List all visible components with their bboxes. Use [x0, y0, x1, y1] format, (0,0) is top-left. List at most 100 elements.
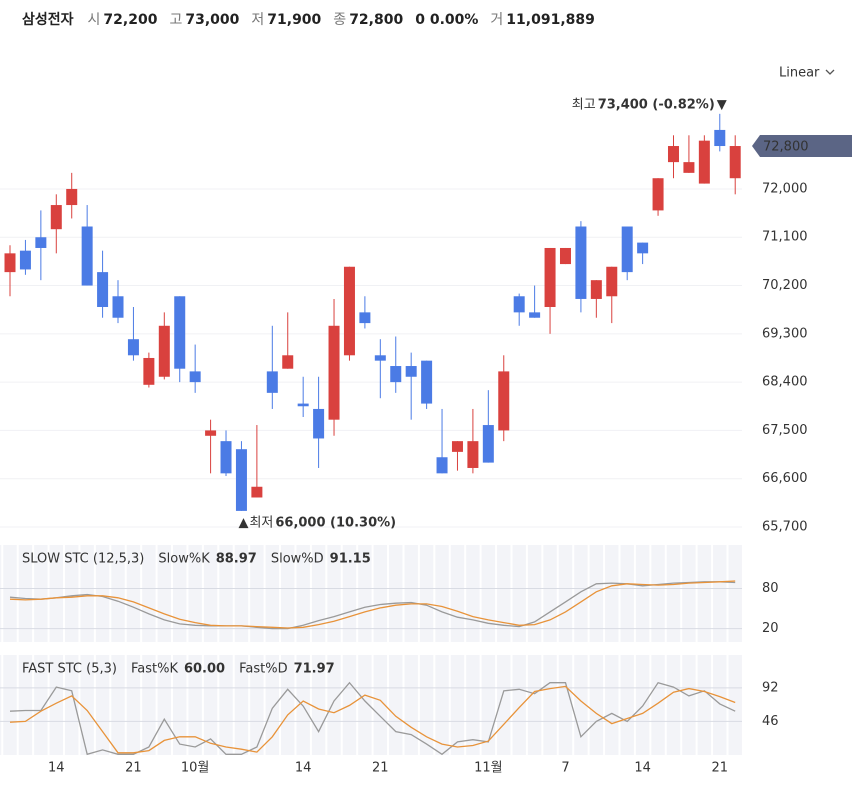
candle-body [529, 312, 541, 318]
legend-name: Fast%K [131, 662, 178, 677]
candle-body [575, 226, 587, 299]
candle-body [359, 312, 371, 324]
candle-body [652, 178, 664, 211]
legend-name: Fast%D [239, 662, 287, 677]
candle-body [513, 296, 525, 313]
y-tick-label: 69,300 [762, 326, 808, 341]
candle-body [390, 366, 402, 383]
y-tick-label: 70,200 [762, 278, 808, 293]
x-tick-label: 14 [295, 761, 312, 776]
candle-body [606, 266, 618, 297]
low-label: 최저 [249, 515, 273, 530]
candle-body [282, 355, 294, 369]
candle-body [698, 140, 710, 184]
quote-value: 72,800 [349, 12, 404, 28]
dropdown-icon[interactable] [825, 69, 835, 75]
legend-value: 71.97 [294, 662, 335, 677]
y-tick-label: 80 [762, 581, 779, 596]
candle-body [374, 355, 386, 361]
low-marker: ▲ [238, 515, 248, 530]
high-label: 최고 [572, 97, 596, 112]
y-tick-label: 71,100 [762, 230, 808, 245]
y-tick-label: 65,700 [762, 520, 808, 535]
candle-body [158, 325, 170, 377]
candle-body [251, 486, 263, 498]
candle-body [621, 226, 633, 273]
y-tick-label: 72,000 [762, 181, 808, 196]
y-tick-label: 66,600 [762, 471, 808, 486]
y-tick-label: 92 [762, 680, 779, 695]
candle-body [235, 449, 247, 511]
candle-body [667, 146, 679, 163]
y-tick-label: 20 [762, 621, 779, 636]
indicator-line [9, 580, 736, 629]
x-tick-label: 7 [561, 761, 569, 776]
candle-body [729, 146, 741, 179]
candle-body [498, 371, 510, 431]
candle-body [313, 408, 325, 439]
legend-name: Slow%D [271, 552, 324, 567]
candle-body [220, 441, 232, 474]
quote-item: 0 0.00% [415, 12, 478, 28]
candle-body [590, 280, 602, 299]
x-tick-label: 21 [125, 761, 142, 776]
candle-body [421, 360, 433, 404]
quote-label: 고 [169, 12, 183, 28]
y-tick-label: 67,500 [762, 423, 808, 438]
quote-item: 저 71,900 [251, 12, 321, 28]
candle-body [637, 242, 649, 254]
candle-body [714, 129, 726, 147]
quote-item: 종 72,800 [333, 12, 403, 28]
legend-value: 60.00 [184, 662, 225, 677]
candle-body [81, 226, 93, 286]
candle-body [97, 272, 109, 307]
scale-selector[interactable]: Linear [779, 66, 820, 81]
candle-body [205, 430, 217, 436]
candle-body [297, 403, 309, 407]
last-price-label: 72,800 [763, 140, 809, 155]
quote-value: 73,000 [185, 12, 240, 28]
candle-body [66, 188, 78, 206]
candle-body [467, 441, 479, 468]
x-tick-label: 14 [634, 761, 651, 776]
quote-label: 시 [87, 12, 101, 28]
indicator-title: SLOW STC (12,5,3) [22, 552, 144, 567]
candle-body [343, 266, 355, 356]
legend-value: 88.97 [216, 552, 257, 567]
candle-body [451, 441, 463, 452]
candle-body [35, 237, 47, 248]
candle-body [189, 371, 201, 383]
quote-item: 거 11,091,889 [490, 12, 594, 28]
candle-body [559, 247, 571, 265]
indicator-line [9, 581, 736, 630]
quote-value: 71,900 [267, 12, 322, 28]
x-tick-label: 11월 [474, 761, 503, 776]
x-tick-label: 10월 [181, 761, 210, 776]
quote-label: 종 [333, 12, 347, 28]
candle-body [436, 457, 448, 474]
panel-background [0, 655, 742, 755]
candle-body [328, 325, 340, 420]
legend-name: Slow%K [158, 552, 210, 567]
legend-value: 91.15 [330, 552, 371, 567]
panel-background [0, 545, 742, 642]
high-value: 73,400 (-0.82%) [598, 97, 715, 112]
indicator-line [9, 681, 736, 756]
x-tick-label: 14 [48, 761, 65, 776]
header: 삼성전자 시 72,200 고 73,000 저 71,900 종 72,800 0 0.00% 거… [22, 9, 607, 29]
quote-value: 11,091,889 [506, 12, 595, 28]
indicator-line [9, 685, 736, 754]
x-tick-label: 21 [372, 761, 389, 776]
stock-name: 삼성전자 [22, 12, 74, 28]
candle-body [174, 296, 186, 369]
quote-value: 72,200 [103, 12, 158, 28]
y-tick-label: 68,400 [762, 375, 808, 390]
quote-label: 거 [490, 12, 504, 28]
candle-body [482, 425, 494, 463]
low-value: 66,000 (10.30%) [275, 515, 396, 530]
x-tick-label: 21 [712, 761, 729, 776]
indicator-title: FAST STC (5,3) [22, 662, 117, 677]
candle-body [112, 296, 124, 318]
